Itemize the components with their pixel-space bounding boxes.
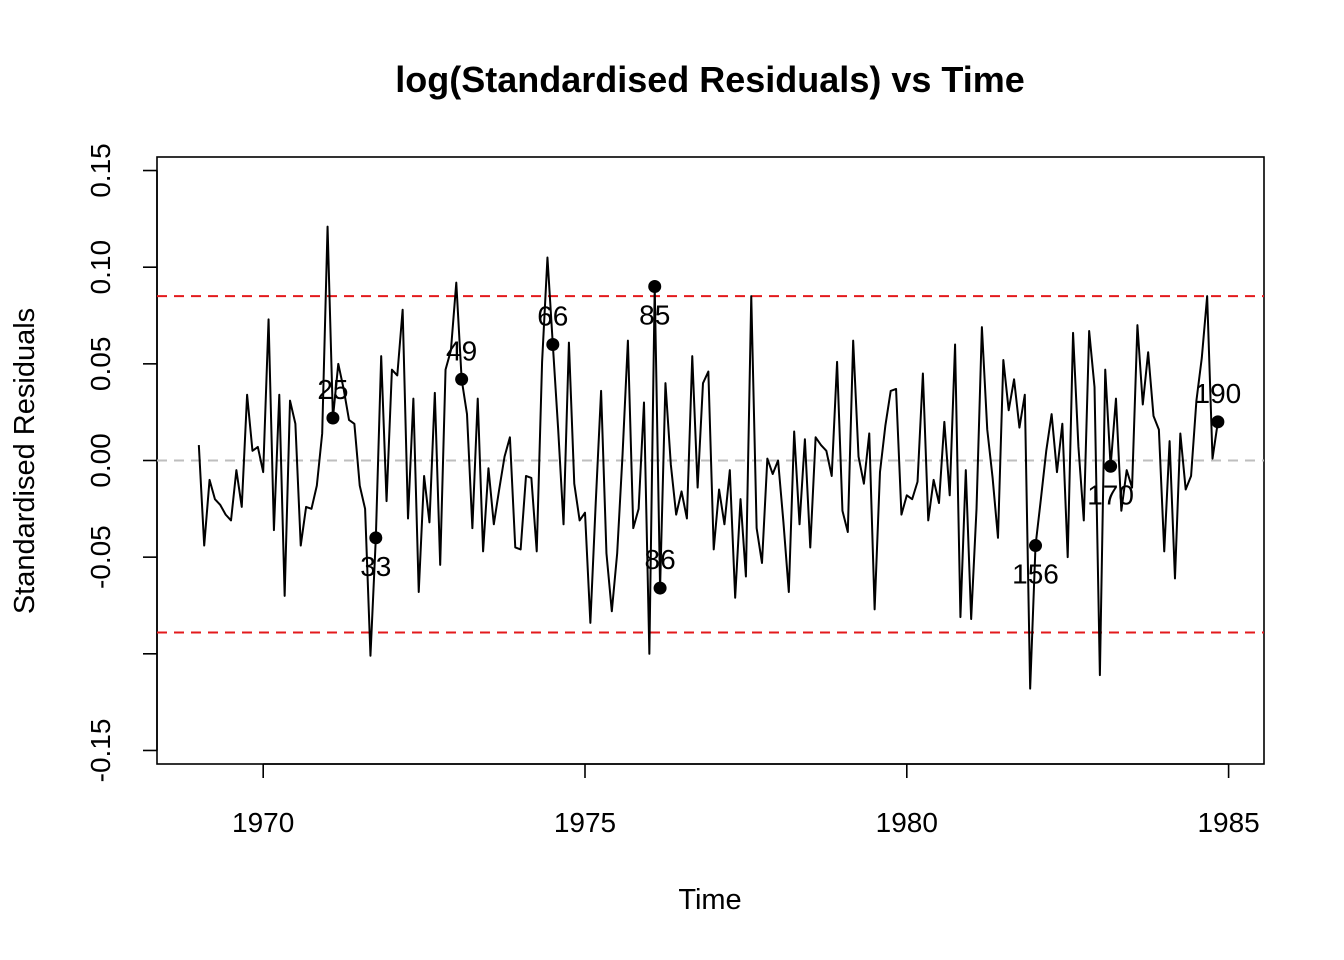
- outlier-label: 33: [360, 551, 391, 582]
- outlier-point: [1029, 539, 1043, 553]
- outlier-label: 85: [639, 300, 670, 331]
- residuals-line: [197, 225, 1219, 690]
- y-tick-label: 0.15: [85, 143, 116, 198]
- outlier-point: [648, 280, 662, 294]
- x-axis-title: Time: [678, 884, 741, 916]
- outlier-label: 66: [537, 301, 568, 332]
- y-axis-title: Standardised Residuals: [9, 308, 41, 614]
- outlier-label: 156: [1012, 559, 1059, 590]
- outlier-point: [455, 372, 469, 386]
- outlier-label: 190: [1195, 378, 1242, 409]
- outlier-point: [1104, 459, 1118, 473]
- outlier-label: 49: [446, 335, 477, 366]
- y-tick-label: -0.05: [85, 525, 116, 589]
- y-axis: -0.15 -0.05 0.00 0.05 0.10 0.15: [85, 143, 158, 783]
- annotated-points: 25 33 49 66 85 86 156 170 190: [317, 280, 1241, 595]
- outlier-point: [326, 411, 340, 425]
- outlier-label: 170: [1087, 479, 1134, 510]
- x-axis: 1970 1975 1980 1985: [232, 763, 1260, 838]
- outlier-label: 86: [645, 544, 676, 575]
- x-tick-label: 1980: [876, 807, 938, 838]
- y-tick-label: -0.15: [85, 719, 116, 783]
- chart-title: log(Standardised Residuals) vs Time: [395, 59, 1025, 100]
- outlier-point: [369, 531, 383, 545]
- y-tick-label: 0.00: [85, 433, 116, 488]
- series-group: [197, 225, 1219, 690]
- x-tick-label: 1975: [554, 807, 616, 838]
- outlier-label: 25: [317, 374, 348, 405]
- x-tick-label: 1985: [1197, 807, 1259, 838]
- outlier-point: [1211, 415, 1225, 429]
- y-tick-label: 0.10: [85, 240, 116, 295]
- outlier-point: [653, 581, 667, 595]
- x-tick-label: 1970: [232, 807, 294, 838]
- y-tick-label: 0.05: [85, 337, 116, 392]
- outlier-point: [546, 338, 560, 352]
